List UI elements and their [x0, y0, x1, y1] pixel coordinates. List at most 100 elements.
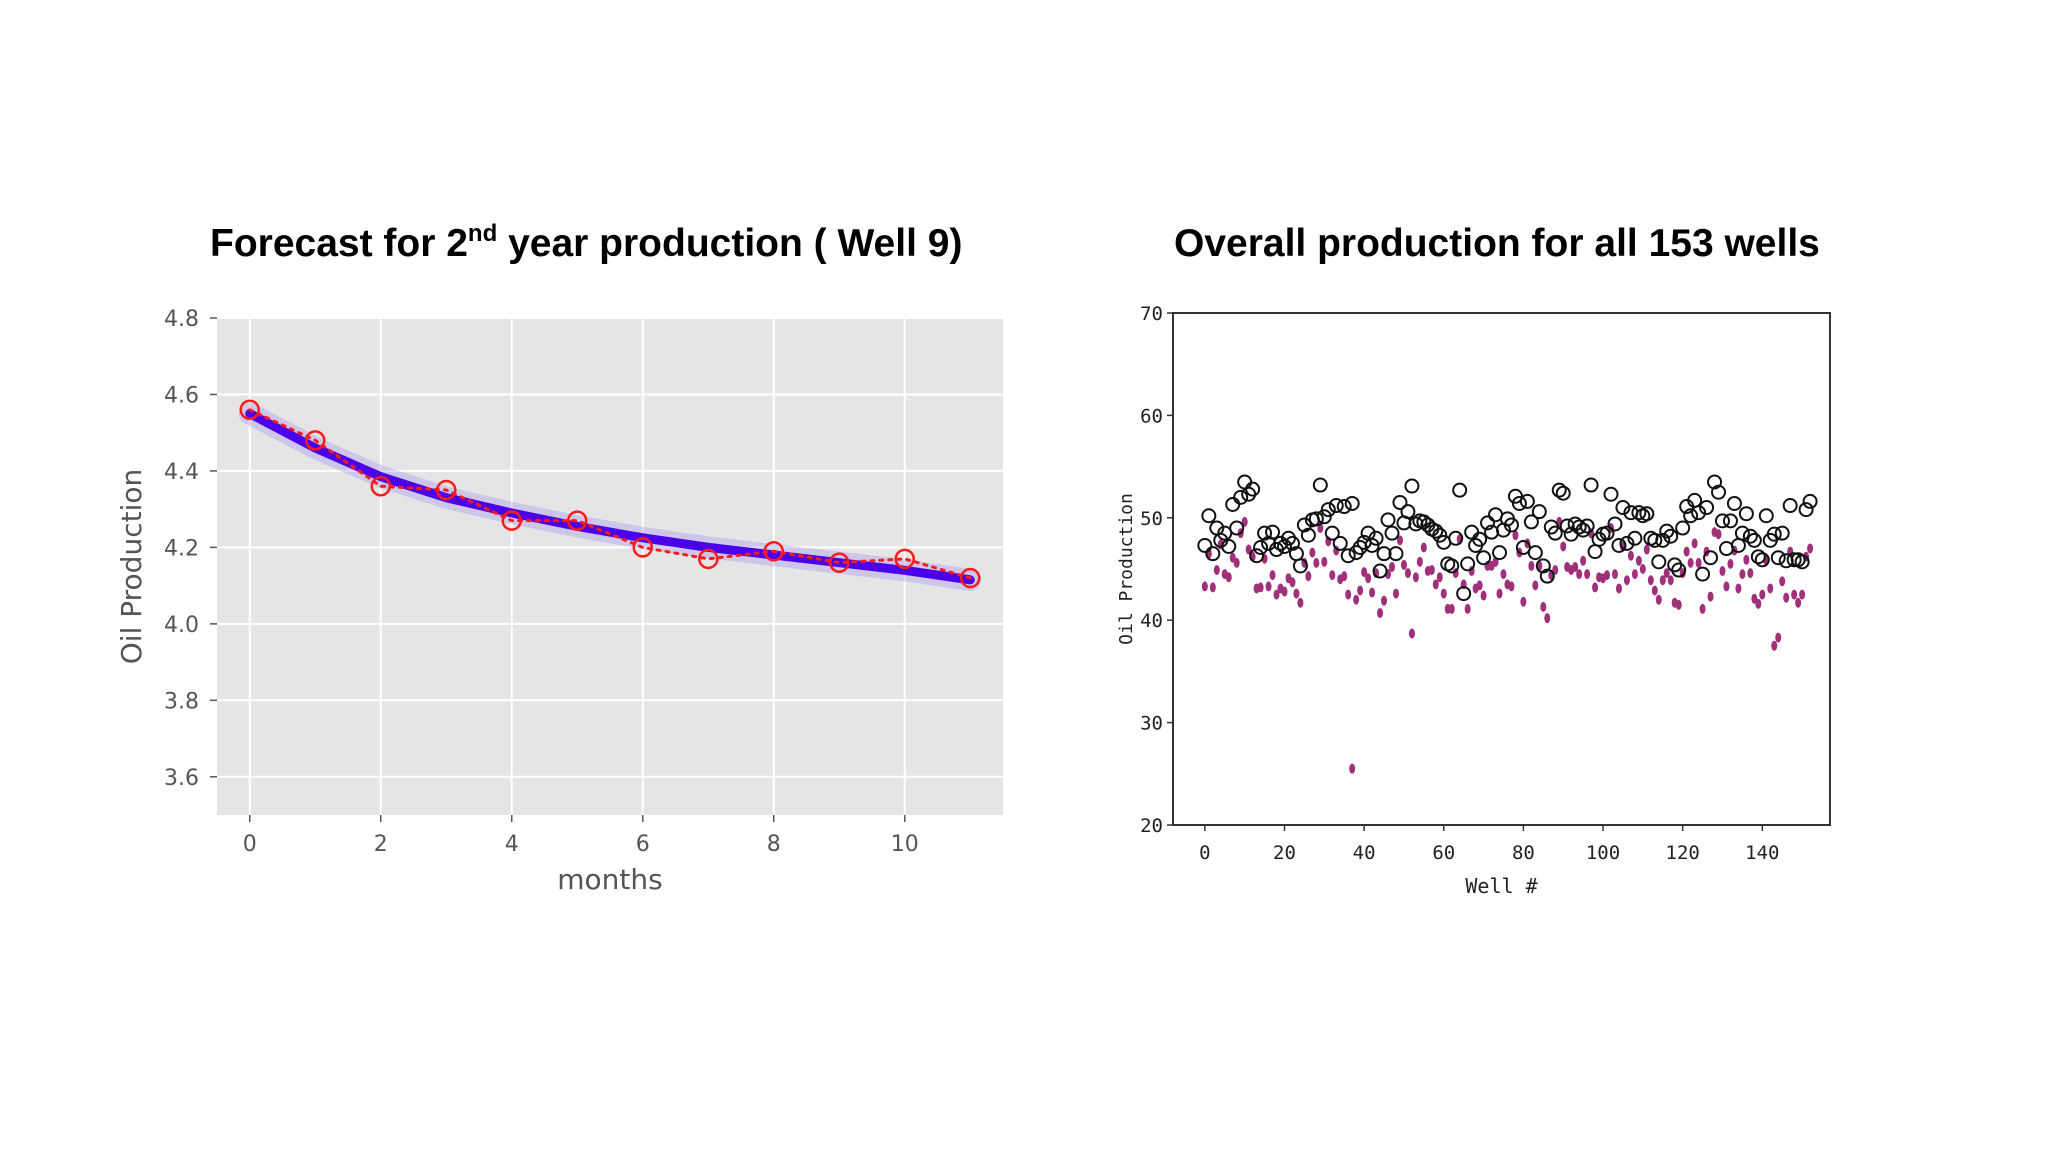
- forecast-chart: 0 2 4 6 8 10 3.6 3.8 4.0 4.2 4.4 4.6 4.8 months Oil Pr…: [115, 307, 1003, 896]
- predicted-point: [1643, 544, 1650, 555]
- actual-point: [1296, 517, 1312, 533]
- actual-point: [1603, 486, 1619, 502]
- y-tick-label: 60: [1140, 405, 1163, 427]
- actual-point: [1691, 505, 1707, 521]
- predicted-point: [1651, 585, 1658, 596]
- actual-point: [1555, 485, 1571, 501]
- actual-point: [1535, 558, 1551, 574]
- predicted-point: [1743, 554, 1750, 565]
- predicted-point: [1297, 597, 1304, 608]
- actual-point: [1655, 532, 1671, 548]
- predicted-point: [1659, 575, 1666, 586]
- actual-point: [1726, 495, 1742, 511]
- y-tick-label: 4.4: [164, 460, 199, 485]
- observed-point: [567, 510, 588, 531]
- actual-point: [1460, 556, 1476, 572]
- actual-point: [1714, 513, 1730, 529]
- actual-point: [1292, 558, 1308, 574]
- predicted-point: [1715, 529, 1722, 540]
- predicted-point: [1357, 585, 1364, 596]
- predicted-point: [1508, 581, 1515, 592]
- observed-point: [698, 548, 719, 570]
- forecast-line: [245, 409, 975, 585]
- predicted-point: [1747, 568, 1754, 579]
- actual-point: [1452, 482, 1468, 498]
- predicted-point: [1528, 560, 1535, 571]
- predicted-point: [1416, 556, 1423, 567]
- predicted-point: [1683, 546, 1690, 557]
- x-tick-label: 120: [1666, 842, 1700, 864]
- actual-point: [1579, 518, 1595, 534]
- predicted-point: [1440, 588, 1447, 599]
- y-tick-label: 3.6: [164, 766, 199, 791]
- predicted-point: [1532, 580, 1539, 591]
- predicted-point: [1209, 582, 1216, 593]
- predicted-point: [1631, 569, 1638, 580]
- actual-point: [1388, 546, 1404, 562]
- predicted-point: [1604, 570, 1611, 581]
- actual-point: [1766, 526, 1782, 542]
- actual-point: [1703, 550, 1719, 566]
- predicted-point: [1305, 571, 1312, 582]
- actual-point: [1364, 537, 1380, 553]
- y-tick-label: 20: [1140, 815, 1163, 837]
- actual-point: [1472, 531, 1488, 547]
- actual-point: [1571, 519, 1587, 535]
- x-tick-label: 4: [505, 832, 519, 857]
- actual-point: [1770, 550, 1786, 566]
- predicted-point: [1512, 530, 1519, 541]
- actual-point: [1368, 530, 1384, 546]
- predicted-point: [1783, 592, 1790, 603]
- predicted-point: [1345, 589, 1352, 600]
- actual-point: [1519, 493, 1535, 509]
- x-axis-label: months: [557, 863, 662, 896]
- predicted-point: [1623, 575, 1630, 586]
- predicted-point: [1341, 571, 1348, 582]
- predicted-point: [1572, 561, 1579, 572]
- predicted-point: [1663, 568, 1670, 579]
- actual-point: [1611, 537, 1627, 553]
- predicted-point: [1735, 583, 1742, 594]
- actual-point: [1456, 586, 1472, 602]
- predicted-point: [1611, 569, 1618, 580]
- actual-point: [1774, 525, 1790, 541]
- actual-point: [1627, 530, 1643, 546]
- actual-point: [1205, 546, 1221, 562]
- actual-point: [1651, 554, 1667, 570]
- predicted-point: [1544, 613, 1551, 624]
- actual-point: [1316, 509, 1332, 525]
- predicted-point: [1592, 582, 1599, 593]
- x-tick-label: 10: [891, 832, 919, 857]
- actual-point: [1245, 481, 1261, 497]
- predicted-point: [1408, 628, 1415, 639]
- actual-point: [1575, 522, 1591, 538]
- y-tick-label: 4.0: [164, 613, 199, 638]
- actual-point: [1639, 506, 1655, 522]
- x-tick-label: 100: [1586, 842, 1620, 864]
- actual-point: [1583, 477, 1599, 493]
- predicted-point: [1353, 594, 1360, 605]
- actual-point: [1265, 524, 1281, 540]
- actual-point: [1392, 494, 1408, 510]
- actual-point: [1523, 514, 1539, 530]
- actual-point: [1344, 495, 1360, 511]
- actual-point: [1273, 535, 1289, 551]
- predicted-point: [1293, 588, 1300, 599]
- y-tick-label: 4.2: [164, 536, 199, 561]
- actual-point: [1722, 513, 1738, 529]
- predicted-point: [1349, 763, 1356, 774]
- observed-point: [763, 540, 784, 562]
- predicted-point: [1500, 569, 1507, 580]
- predicted-point: [1265, 581, 1272, 592]
- actual-point: [1320, 502, 1336, 518]
- predicted-point: [1428, 565, 1435, 576]
- predicted-point: [1313, 557, 1320, 568]
- predicted-point: [1759, 589, 1766, 600]
- actual-point: [1547, 525, 1563, 541]
- observed-point: [501, 510, 522, 531]
- predicted-point: [1739, 569, 1746, 580]
- x-tick-label: 40: [1353, 842, 1376, 864]
- predicted-point: [1727, 558, 1734, 569]
- x-tick-label: 6: [636, 832, 650, 857]
- actual-point: [1328, 498, 1344, 514]
